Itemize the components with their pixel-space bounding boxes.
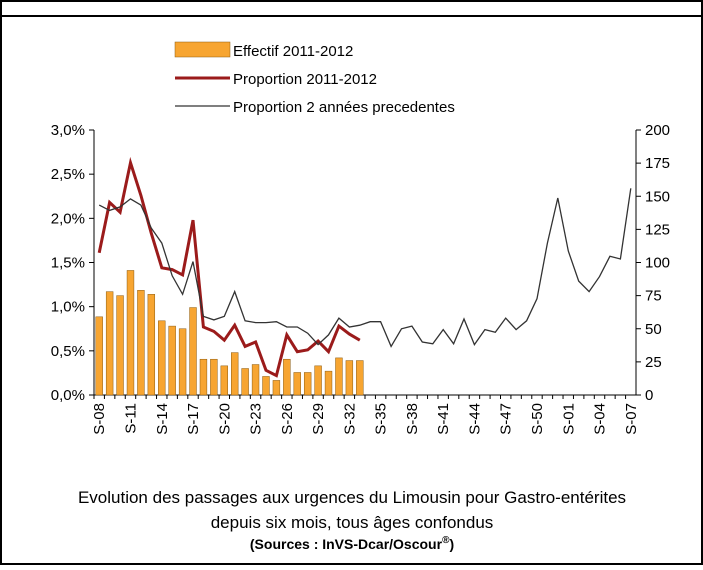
bar (116, 295, 124, 396)
x-tick-label: S-41 (435, 403, 452, 435)
y-tick-label: 1,5% (51, 255, 85, 272)
bar (335, 357, 343, 396)
y-tick-label: 1,0% (51, 299, 85, 316)
bar (105, 291, 114, 396)
x-tick-label: S-26 (279, 403, 296, 435)
bar (168, 325, 176, 396)
legend-label: Proportion 2 années precedentes (233, 99, 455, 116)
x-tick-label: S-14 (154, 403, 171, 435)
y2-tick-label: 100 (645, 255, 670, 272)
bar (283, 358, 291, 396)
bar (324, 370, 333, 396)
bar (178, 328, 187, 396)
x-tick-label: S-08 (91, 403, 108, 435)
bar (293, 372, 301, 396)
source-text: (Sources : InVS-Dcar/Oscour (250, 536, 443, 552)
y-tick-label: 0,0% (51, 387, 85, 404)
x-tick-label: S-44 (466, 403, 483, 435)
x-tick-label: S-04 (592, 403, 609, 435)
chart-subtitle: depuis six mois, tous âges confondus (211, 513, 494, 532)
y-tick-label: 0,5% (51, 343, 85, 360)
bar (199, 358, 208, 396)
x-tick-label: S-50 (529, 403, 546, 435)
bar (314, 365, 322, 396)
line (98, 188, 632, 348)
bar (251, 364, 260, 396)
y2-tick-label: 25 (645, 354, 662, 371)
x-tick-label: S-35 (373, 403, 390, 435)
bar (126, 270, 135, 396)
bar (356, 360, 364, 396)
x-tick-label: S-11 (122, 403, 139, 434)
bar (231, 352, 239, 396)
y2-tick-label: 150 (645, 188, 670, 205)
bar (303, 372, 312, 396)
x-tick-label: S-17 (185, 403, 202, 435)
y-tick-label: 2,5% (51, 166, 85, 183)
legend-label: Effectif 2011-2012 (233, 43, 353, 60)
y2-tick-label: 175 (645, 155, 670, 172)
chart-title: Evolution des passages aux urgences du L… (78, 488, 626, 507)
x-tick-label: S-47 (498, 403, 515, 435)
y-tick-label: 3,0% (51, 122, 85, 139)
bar (158, 320, 166, 396)
bar (147, 294, 156, 396)
bar (220, 365, 228, 396)
bar (345, 360, 354, 396)
source: (Sources : InVS-Dcar/Oscour®) (250, 535, 454, 552)
bar (262, 376, 270, 396)
x-tick-label: S-01 (560, 403, 577, 435)
legend-label: Proportion 2011-2012 (233, 71, 377, 88)
y2-tick-label: 0 (645, 387, 653, 404)
bar (189, 307, 197, 396)
x-tick-label: S-38 (404, 403, 421, 435)
bar (137, 290, 145, 396)
x-tick-label: S-32 (341, 403, 358, 435)
bar (272, 380, 281, 396)
y-tick-label: 2,0% (51, 210, 85, 227)
bar (210, 358, 218, 396)
source-end: ) (449, 536, 454, 552)
x-tick-label: S-07 (623, 403, 640, 435)
bar (95, 316, 103, 396)
y2-tick-label: 50 (645, 321, 662, 338)
source-mark: ® (442, 535, 450, 546)
x-tick-label: S-29 (310, 403, 327, 435)
bar (241, 368, 249, 396)
y2-tick-label: 75 (645, 288, 662, 305)
y2-tick-label: 200 (645, 122, 670, 139)
y2-tick-label: 125 (645, 221, 670, 238)
legend-swatch (174, 41, 231, 58)
x-tick-label: S-20 (216, 403, 233, 435)
x-tick-label: S-23 (248, 403, 265, 435)
